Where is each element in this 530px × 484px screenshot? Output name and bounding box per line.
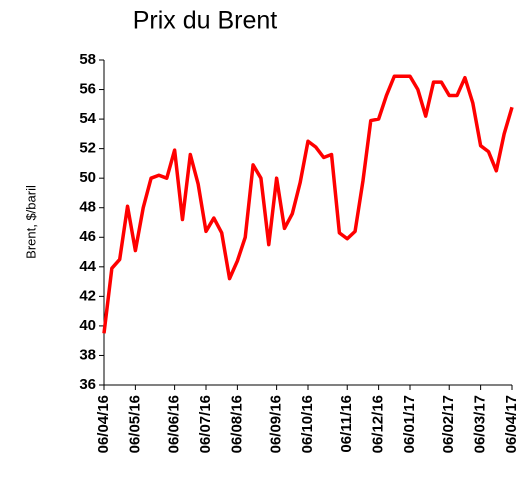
- x-tick-label: 06/03/17: [472, 395, 489, 453]
- x-tick-label: 06/08/16: [228, 395, 245, 453]
- y-tick-label: 44: [79, 258, 96, 275]
- x-tick-label: 06/01/17: [401, 395, 418, 453]
- x-tick-label: 06/05/16: [126, 395, 143, 453]
- y-tick-label: 38: [79, 346, 96, 363]
- line: [102, 74, 514, 334]
- x-tick-label: 06/09/16: [268, 395, 285, 453]
- y-tick-label: 56: [79, 81, 96, 98]
- y-tick-label: 42: [79, 287, 96, 304]
- y-tick-label: 50: [79, 169, 96, 186]
- x-tick-label: 06/06/16: [166, 395, 183, 453]
- x-tick-label: 06/04/16: [95, 395, 112, 453]
- x-tick-label: 06/11/16: [338, 395, 355, 453]
- y-tick-label: 52: [79, 140, 96, 157]
- y-tick-label: 58: [79, 51, 96, 68]
- x-tick-label: 06/02/17: [440, 395, 457, 453]
- y-tick-label: 48: [79, 199, 96, 216]
- x-tick-label: 06/07/16: [197, 395, 214, 453]
- y-tick-label: 54: [79, 110, 96, 127]
- y-tick-label: 40: [79, 317, 96, 334]
- x-tick-label: 06/04/17: [503, 395, 520, 453]
- y-tick-label: 36: [79, 376, 96, 393]
- x-tick-label: 06/12/16: [370, 395, 387, 453]
- y-tick-label: 46: [79, 228, 96, 245]
- x-tick-label: 06/10/16: [299, 395, 316, 453]
- chart-title: Prix du Brent: [133, 7, 278, 35]
- y-axis-label: Brent, $/baril: [23, 185, 38, 259]
